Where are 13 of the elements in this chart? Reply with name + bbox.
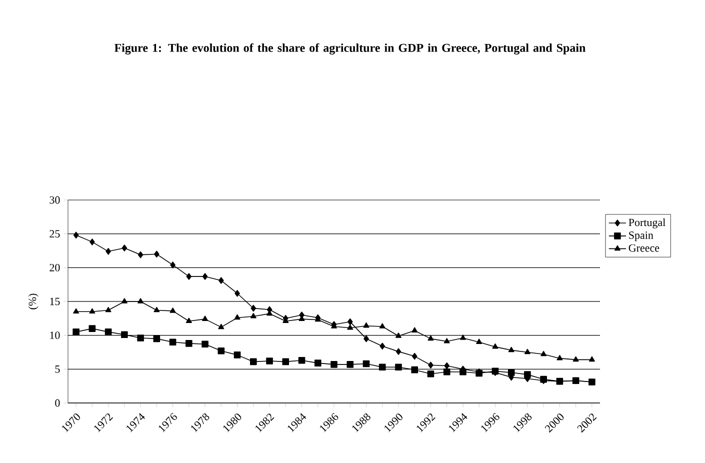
y-tick-label: 30	[50, 196, 60, 204]
x-tick-label: 1992	[416, 414, 436, 432]
legend-label: Greece	[628, 244, 660, 252]
y-axis-title: (%)	[28, 294, 38, 310]
legend-label: Portugal	[628, 218, 666, 228]
y-tick-label: 25	[50, 230, 60, 238]
y-tick-label: 5	[55, 366, 60, 373]
y-tick-label: 10	[50, 332, 60, 340]
y-tick-label: 15	[50, 298, 60, 306]
chart-title: Figure 1: The evolution of the share of agriculture in GDP in Greece, Portugal and Spain	[114, 43, 586, 54]
y-tick-label: 20	[50, 264, 60, 272]
legend-label: Spain	[629, 232, 654, 242]
y-tick-label: 0	[55, 399, 60, 407]
